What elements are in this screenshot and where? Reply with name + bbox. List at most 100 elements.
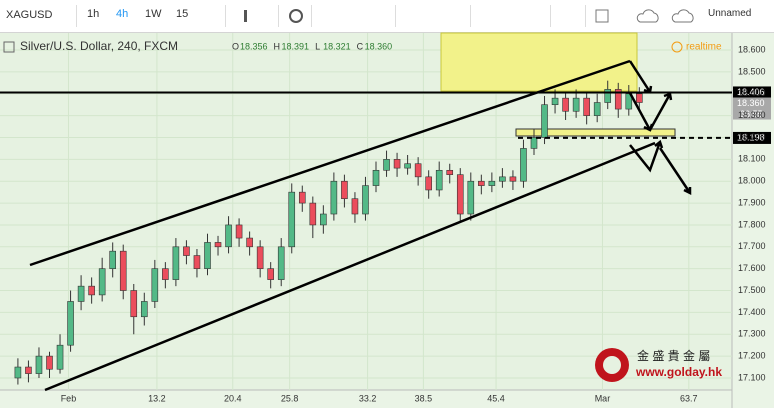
candle-body — [499, 176, 506, 182]
layout-name[interactable]: Unnamed — [708, 8, 752, 19]
chart-title: Silver/U.S. Dollar, 240, FXCM — [20, 39, 178, 53]
candle-body — [541, 104, 548, 138]
candle-body — [341, 180, 348, 200]
candle-body — [14, 366, 22, 379]
candle-body — [562, 97, 569, 112]
candle-body — [636, 93, 643, 103]
last-price-tag — [733, 97, 771, 120]
y-tick-label: 17.300 — [738, 329, 766, 339]
candle-body — [162, 268, 169, 280]
candle-body — [509, 176, 517, 182]
candle-body — [551, 97, 559, 106]
settings-icon[interactable] — [289, 9, 303, 23]
separator — [395, 5, 396, 27]
interval[interactable]: 4h — [116, 8, 129, 20]
ohlc-key: H — [274, 41, 281, 51]
candle-body — [46, 355, 53, 370]
ohlc-value: 18.356 — [240, 41, 268, 51]
cloud-icon[interactable] — [636, 9, 659, 23]
candle-body — [330, 180, 338, 215]
candle-body — [77, 285, 85, 302]
logo — [603, 356, 621, 374]
y-tick-label: 17.600 — [738, 263, 766, 273]
candle-body — [404, 163, 411, 169]
level-label: 18.406 — [737, 87, 765, 97]
status: realtime — [686, 42, 722, 53]
y-tick-label: 18.000 — [738, 176, 766, 186]
candle-body — [204, 242, 211, 269]
x-tick-label: 38.5 — [415, 393, 433, 403]
drawings — [29, 59, 692, 392]
legend-icon[interactable] — [3, 41, 15, 53]
candle-body — [320, 213, 327, 226]
toolbar: XAGUSD 1h 4h 1W 15 Unnamed — [0, 0, 774, 33]
cloud-icon[interactable] — [671, 9, 694, 23]
symbol[interactable]: XAGUSD — [6, 9, 53, 21]
arrow — [629, 139, 664, 173]
trend-line — [29, 59, 631, 267]
candle-body — [309, 202, 317, 226]
candle-body — [35, 355, 43, 374]
candle-body — [88, 285, 95, 296]
candle-body — [383, 159, 390, 171]
y-tick-label: 18.400 — [738, 88, 766, 98]
interval[interactable]: 1W — [145, 8, 162, 20]
candle-body — [298, 191, 306, 204]
candle-body — [151, 268, 159, 302]
ohlc-value: 18.360 — [365, 41, 393, 51]
time-axis — [0, 390, 732, 408]
ohlc-legend: O 18.356 H 18.391 L 18.321 C 18.360 — [232, 41, 392, 51]
candle-body — [267, 268, 274, 280]
candle-body — [214, 242, 222, 248]
x-tick-label: 63.7 — [680, 393, 698, 403]
countdown: 36:55 — [740, 109, 763, 119]
interval[interactable]: 15 — [176, 8, 189, 20]
candle-body — [119, 250, 127, 291]
x-tick-label: 13.2 — [148, 393, 166, 403]
candle-body — [425, 176, 432, 191]
separator — [225, 5, 226, 27]
candle-body — [183, 246, 190, 256]
candle-body — [446, 169, 454, 175]
candle-body — [109, 250, 116, 269]
level-tag — [733, 86, 771, 99]
y-tick-label: 18.100 — [738, 154, 766, 164]
separator — [311, 5, 312, 27]
separator — [76, 5, 77, 27]
candle-body — [98, 268, 106, 296]
interval[interactable]: 1h — [87, 8, 100, 20]
candle-body — [235, 224, 243, 239]
y-tick-label: 17.700 — [738, 241, 766, 251]
x-tick-label: 25.8 — [281, 393, 299, 403]
level-label: 18.198 — [737, 132, 765, 142]
candle-body — [67, 301, 74, 346]
candle-body — [467, 180, 475, 215]
trend-line — [44, 141, 656, 392]
separator — [278, 5, 279, 27]
candle-body — [614, 89, 622, 110]
candle-body — [130, 290, 138, 318]
y-tick-label: 18.200 — [738, 132, 766, 142]
candle-body — [625, 93, 633, 110]
candle-body — [351, 198, 359, 215]
separator — [470, 5, 471, 27]
status-icon — [671, 41, 683, 53]
y-tick-label: 18.600 — [738, 44, 766, 54]
candle-body — [488, 180, 496, 186]
candle-body — [193, 255, 201, 269]
zone-band — [515, 128, 676, 137]
watermark: www.golday.hk — [635, 365, 722, 379]
candle-body — [593, 102, 601, 116]
candle-body — [25, 366, 32, 374]
arrow — [648, 92, 673, 131]
layout-icon[interactable] — [595, 9, 609, 23]
ohlc-value: 18.391 — [282, 41, 310, 51]
toolbar-icons — [244, 9, 694, 23]
ohlc-value: 18.321 — [323, 41, 351, 51]
x-tick-label: 20.4 — [224, 393, 242, 403]
candle-body — [256, 246, 264, 269]
candle-body — [530, 137, 538, 149]
candle-icon[interactable] — [244, 10, 247, 22]
